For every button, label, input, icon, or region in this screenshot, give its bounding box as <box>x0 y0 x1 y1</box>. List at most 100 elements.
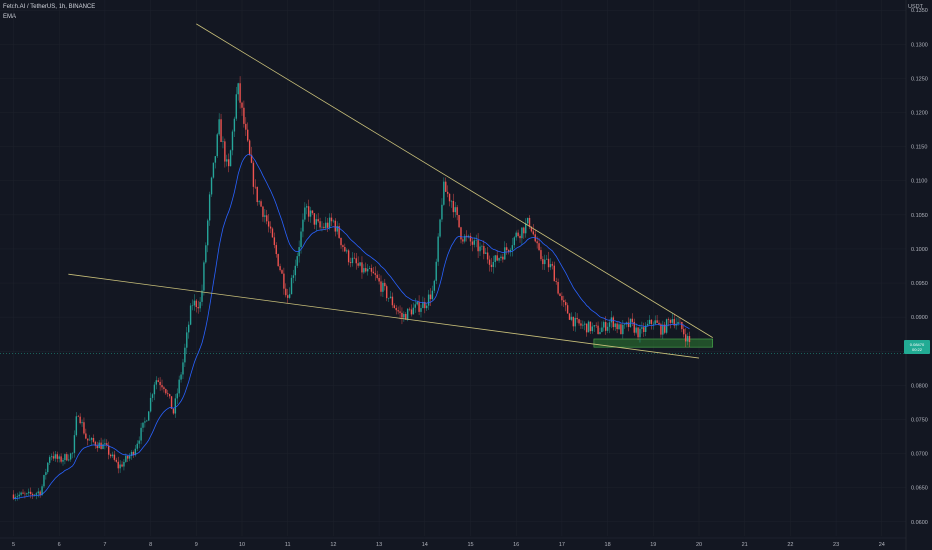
candle-body <box>315 219 317 225</box>
candle-body <box>389 296 392 299</box>
candle-body <box>130 451 133 457</box>
price-tick-label: 0.0900 <box>911 315 928 321</box>
candle-body <box>464 235 466 242</box>
candle-body <box>648 319 651 324</box>
candle-body <box>483 246 485 254</box>
candle-body <box>513 237 515 246</box>
candle-body <box>683 329 685 335</box>
candle-body <box>416 301 418 305</box>
candle-body <box>614 323 616 328</box>
candle-body <box>184 347 186 363</box>
candle-body <box>60 456 62 462</box>
candle-body <box>563 300 565 303</box>
candle-body <box>603 322 605 328</box>
candle-body <box>29 491 32 495</box>
candle-body <box>631 318 634 322</box>
candle-body <box>146 420 148 422</box>
candle-body <box>294 265 297 276</box>
candle-body <box>351 257 354 264</box>
time-tick-label: 18 <box>605 542 611 548</box>
candle-body <box>431 290 434 300</box>
candle-body <box>504 247 506 260</box>
time-tick-label: 10 <box>239 542 245 548</box>
price-tick-label: 0.1300 <box>911 42 928 48</box>
ema-indicator-label[interactable]: EMA <box>3 14 17 20</box>
candle-body <box>172 408 175 414</box>
candle-body <box>254 186 257 188</box>
candle-body <box>572 316 575 327</box>
candle-body <box>247 129 249 141</box>
candle-body <box>540 250 542 260</box>
candle-body <box>12 494 15 499</box>
candle-body <box>229 150 232 167</box>
candle-body <box>448 193 451 202</box>
candle-body <box>597 325 599 335</box>
candle-body <box>399 311 401 313</box>
candle-body <box>16 496 19 498</box>
candle-body <box>570 316 573 320</box>
candle-body <box>216 134 218 157</box>
candle-body <box>424 301 426 309</box>
candle-body <box>319 221 321 228</box>
candle-body <box>637 327 639 338</box>
candle-body <box>151 394 154 398</box>
candle-body <box>422 301 424 309</box>
candle-body <box>612 317 615 328</box>
candle-body <box>515 232 517 238</box>
candle-body <box>111 454 114 457</box>
time-tick-label: 13 <box>376 542 382 548</box>
candle-body <box>418 301 420 312</box>
candle-body <box>309 210 312 217</box>
candle-body <box>45 472 47 476</box>
candle-body <box>429 294 432 300</box>
candle-body <box>106 443 108 446</box>
candle-body <box>62 460 64 462</box>
candle-body <box>83 422 85 434</box>
candle-body <box>193 300 196 306</box>
candle-body <box>210 177 213 195</box>
candle-body <box>298 247 300 257</box>
candle-body <box>601 327 603 333</box>
candle-body <box>462 239 464 242</box>
candle-body <box>134 448 137 456</box>
candle-body <box>479 246 481 252</box>
symbol-title[interactable]: Fetch.AI / TetherUS, 1h, BINANCE <box>3 4 96 10</box>
candle-body <box>519 235 521 239</box>
candle-body <box>374 273 376 275</box>
candle-body <box>68 459 70 461</box>
candle-body <box>92 438 95 442</box>
candle-body <box>54 454 57 459</box>
candle-body <box>79 416 81 424</box>
candle-body <box>686 336 689 342</box>
candle-body <box>115 459 118 462</box>
candle-body <box>641 327 643 329</box>
candle-body <box>18 494 20 497</box>
candle-body <box>50 456 53 458</box>
candle-body <box>207 220 209 246</box>
candle-body <box>340 237 342 246</box>
candle-body <box>673 319 675 326</box>
candle-body <box>566 305 569 314</box>
candle-body <box>226 159 228 162</box>
candle-body <box>125 455 127 462</box>
candle-body <box>595 325 597 326</box>
candle-body <box>285 288 287 296</box>
trendline-upper <box>196 23 713 338</box>
candle-body <box>688 336 691 343</box>
candle-body <box>397 310 399 312</box>
time-tick-label: 9 <box>195 542 198 548</box>
candle-body <box>395 307 397 311</box>
candle-body <box>408 308 411 310</box>
candle-body <box>71 452 74 454</box>
candle-body <box>658 322 660 325</box>
candle-body <box>492 261 495 267</box>
candle-body <box>456 207 458 216</box>
candle-body <box>66 454 68 461</box>
candle-body <box>203 262 205 291</box>
candle-body <box>684 334 687 342</box>
candle-body <box>186 332 188 348</box>
candle-body <box>176 393 178 399</box>
candle-body <box>48 457 51 463</box>
candle-body <box>650 319 653 324</box>
